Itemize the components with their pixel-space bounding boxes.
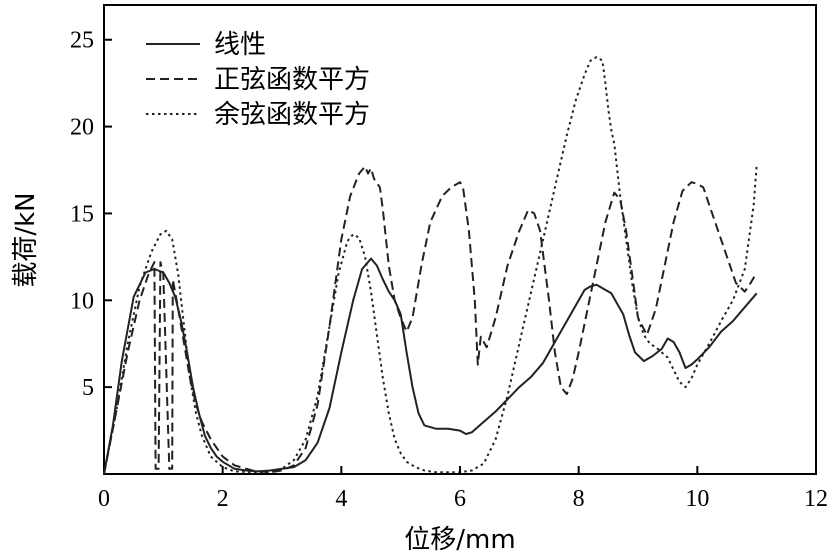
x-axis-label: 位移/mm	[404, 525, 515, 555]
x-tick-label: 10	[685, 486, 709, 512]
x-tick-label: 8	[573, 486, 585, 512]
y-tick-label: 5	[82, 375, 94, 401]
x-tick-label: 6	[454, 486, 466, 512]
y-tick-label: 20	[70, 115, 94, 141]
series-line-3	[103, 56, 758, 475]
legend-label-1: 线性	[214, 30, 266, 60]
x-tick-label: 12	[804, 486, 828, 512]
series-line-1	[103, 257, 758, 475]
y-tick-label: 10	[70, 288, 94, 314]
x-tick-label: 2	[217, 486, 229, 512]
x-tick-label: 0	[98, 486, 110, 512]
series-line-2	[103, 165, 758, 475]
legend-label-2: 正弦函数平方	[214, 65, 370, 95]
tick-layer: 0 2 4 6 8 10 12 5 10 15 20 25	[70, 28, 828, 512]
y-tick-label: 15	[70, 201, 94, 227]
y-axis-label: 载荷/kN	[11, 192, 41, 287]
plot-frame	[103, 4, 817, 475]
x-tick-label: 4	[335, 486, 347, 512]
series-layer	[103, 56, 758, 475]
y-tick-label: 25	[70, 28, 94, 54]
legend-label-3: 余弦函数平方	[214, 100, 370, 130]
